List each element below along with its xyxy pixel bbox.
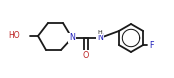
Text: H: H <box>98 29 102 34</box>
Text: N: N <box>69 33 75 43</box>
Text: F: F <box>149 40 153 50</box>
Text: HO: HO <box>8 32 20 40</box>
Text: O: O <box>83 51 89 60</box>
Text: N: N <box>97 33 103 43</box>
